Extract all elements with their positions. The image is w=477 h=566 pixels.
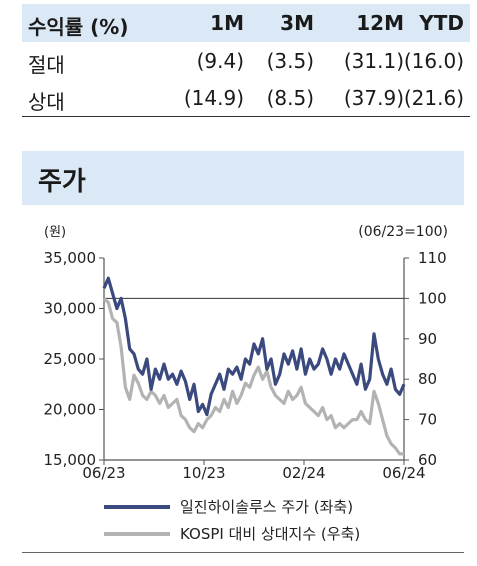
left-tick-label: 20,000 bbox=[44, 401, 97, 419]
header-12m: 12M bbox=[356, 11, 404, 35]
legend-label-kospi: KOSPI 대비 상대지수 (우축) bbox=[180, 525, 360, 543]
returns-row-relative: 상대 (14.9) (8.5) (37.9) (21.6) bbox=[22, 79, 470, 117]
kospi-relative-line bbox=[102, 297, 404, 456]
header-1m: 1M bbox=[210, 11, 244, 35]
right-tick-label: 80 bbox=[418, 370, 437, 388]
right-tick-label: 110 bbox=[418, 249, 447, 267]
left-tick-label: 15,000 bbox=[44, 451, 97, 469]
value-12m: (37.9) bbox=[343, 86, 404, 110]
x-tick-label: 10/23 bbox=[182, 464, 225, 482]
right-tick-label: 70 bbox=[418, 411, 437, 429]
bottom-divider bbox=[22, 552, 464, 553]
header-3m: 3M bbox=[280, 11, 314, 35]
returns-header-row: 수익률 (%) 1M 3M 12M YTD bbox=[22, 4, 470, 42]
left-tick-label: 25,000 bbox=[44, 350, 97, 368]
header-ytd: YTD bbox=[419, 11, 464, 35]
right-tick-label: 60 bbox=[418, 451, 437, 469]
stock-price-line bbox=[102, 276, 406, 417]
x-tick-label: 06/24 bbox=[382, 464, 425, 482]
legend-label-stock: 일진하이솔루스 주가 (좌축) bbox=[180, 498, 353, 516]
stock-price-chart: (원) (06/23=100) 35,000 30,000 25,000 20,000 15… bbox=[44, 224, 449, 543]
row-label: 절대 bbox=[28, 53, 65, 77]
value-ytd: (16.0) bbox=[403, 49, 464, 73]
returns-header-label: 수익률 (%) bbox=[28, 15, 129, 39]
value-1m: (14.9) bbox=[183, 86, 244, 110]
value-3m: (8.5) bbox=[266, 86, 314, 110]
returns-table: 수익률 (%) 1M 3M 12M YTD 절대 (9.4) (3.5) (31… bbox=[22, 4, 470, 117]
right-axis-unit: (06/23=100) bbox=[358, 224, 448, 240]
left-tick-label: 30,000 bbox=[44, 300, 97, 318]
right-tick-label: 90 bbox=[418, 330, 437, 348]
x-tick-label: 06/23 bbox=[82, 464, 125, 482]
section-title: 주가 bbox=[38, 167, 86, 197]
returns-row-absolute: 절대 (9.4) (3.5) (31.1) (16.0) bbox=[22, 42, 470, 79]
value-1m: (9.4) bbox=[196, 49, 244, 73]
left-axis-unit: (원) bbox=[44, 225, 66, 240]
value-3m: (3.5) bbox=[266, 49, 314, 73]
value-12m: (31.1) bbox=[343, 49, 404, 73]
left-tick-label: 35,000 bbox=[44, 249, 97, 267]
x-tick-label: 02/24 bbox=[282, 464, 325, 482]
section-header: 주가 bbox=[22, 151, 464, 205]
value-ytd: (21.6) bbox=[403, 86, 464, 110]
row-label: 상대 bbox=[28, 90, 65, 114]
right-tick-label: 100 bbox=[418, 289, 447, 307]
